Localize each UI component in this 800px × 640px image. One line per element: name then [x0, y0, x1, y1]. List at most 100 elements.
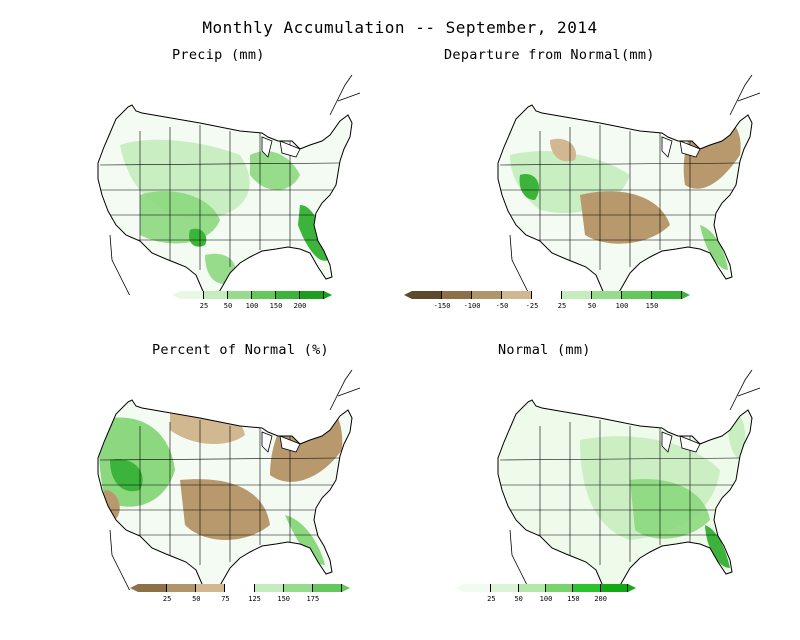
colorbar-swatch — [622, 291, 652, 299]
colorbar-arrow-left — [130, 584, 138, 592]
canada-border — [329, 74, 361, 116]
mexico-coast — [509, 234, 530, 295]
normal-map — [497, 369, 761, 590]
colorbar-swatch — [283, 584, 313, 592]
precip-region — [580, 191, 670, 244]
colorbar-arrow-right — [628, 584, 636, 592]
colorbar-swatch — [532, 291, 562, 299]
colorbar-tick-label: -100 — [463, 302, 481, 310]
colorbar-tick-label: 125 — [248, 595, 261, 603]
percent-colorbar: 25 50 75 125 150 175 — [130, 584, 350, 604]
departure-colorbar: -150 -100 -50 -25 25 50 100 150 — [404, 291, 690, 311]
panel-percent: Percent of Normal (%) 25 50 75 125 150 175 — [0, 340, 400, 640]
colorbar-tick-label: 25 — [162, 595, 172, 603]
colorbar-swatch — [167, 584, 197, 592]
state-boundary — [99, 162, 341, 166]
colorbar-swatch — [276, 291, 300, 299]
precip-region — [298, 205, 328, 261]
colorbar-arrow-left — [456, 584, 464, 592]
colorbar-tick-label: 175 — [306, 595, 320, 603]
precip-region — [519, 174, 540, 200]
state-boundary — [499, 457, 741, 461]
colorbar-swatch — [592, 291, 622, 299]
colorbar-tick-label: 25 — [557, 302, 567, 310]
canada-border — [729, 74, 761, 116]
precip-colorbar: 25 50 100 150 200 — [172, 291, 332, 311]
panel-normal: Normal (mm) 25 50 100 150 200 — [400, 340, 800, 640]
figure-title: Monthly Accumulation -- September, 2014 — [202, 18, 598, 37]
colorbar-tick-label: -25 — [525, 302, 539, 310]
state-boundary — [499, 162, 741, 166]
mexico-coast — [509, 529, 530, 590]
panel-title: Precip (mm) — [172, 47, 265, 63]
colorbar-tick-label: 200 — [293, 302, 307, 310]
normal-colorbar: 25 50 100 150 200 — [456, 584, 636, 604]
colorbar-swatch — [472, 291, 502, 299]
colorbar-swatch — [228, 291, 252, 299]
colorbar-tick-label: 50 — [514, 595, 523, 603]
colorbar-tick-label: 25 — [199, 302, 209, 310]
precip-region — [705, 525, 730, 568]
colorbar-arrow-left — [172, 291, 180, 299]
colorbar-tick-label: 100 — [539, 595, 553, 603]
colorbar-swatch — [204, 291, 228, 299]
colorbar-arrow-right — [682, 291, 690, 299]
colorbar-swatch — [312, 584, 342, 592]
colorbar-swatch — [546, 584, 574, 592]
colorbar-swatch — [252, 291, 276, 299]
percent-map — [97, 369, 361, 590]
colorbar-swatch — [412, 291, 442, 299]
panel-title: Percent of Normal (%) — [152, 342, 329, 358]
great-lakes — [661, 431, 701, 453]
colorbar-swatch — [254, 584, 284, 592]
colorbar-swatch — [138, 584, 168, 592]
colorbar-swatch — [464, 584, 492, 592]
mexico-coast — [109, 234, 130, 295]
precip-region — [250, 151, 300, 190]
panel-title: Normal (mm) — [498, 342, 591, 358]
precip-region — [180, 479, 270, 540]
precip-region — [189, 228, 207, 247]
colorbar-swatch — [502, 291, 532, 299]
us-outline — [97, 104, 353, 295]
colorbar-tick-label: 150 — [269, 302, 283, 310]
colorbar-tick-label: 50 — [587, 302, 597, 310]
colorbar-swatch — [491, 584, 519, 592]
colorbar-swatch — [518, 584, 546, 592]
colorbar-swatch — [300, 291, 324, 299]
colorbar-arrow-right — [324, 291, 332, 299]
colorbar-swatch — [225, 584, 255, 592]
colorbar-tick-label: 100 — [615, 302, 629, 310]
colorbar-swatch — [442, 291, 472, 299]
great-lakes — [661, 136, 701, 158]
us-outline — [97, 399, 353, 590]
precip-region — [700, 225, 728, 270]
colorbar-swatch — [652, 291, 682, 299]
colorbar-swatch — [180, 291, 204, 299]
colorbar-arrow-right — [342, 584, 350, 592]
panel-title: Departure from Normal(mm) — [444, 47, 655, 63]
precip-region — [110, 459, 143, 492]
colorbar-tick-label: 100 — [245, 302, 259, 310]
colorbar-tick-label: 50 — [223, 302, 233, 310]
colorbar-tick-label: 25 — [487, 595, 496, 603]
great-lakes — [261, 136, 301, 158]
colorbar-tick-label: 150 — [277, 595, 291, 603]
colorbar-tick-label: 150 — [567, 595, 580, 603]
panel-departure: Departure from Normal(mm) -150 -100 -50 -25… — [400, 45, 800, 345]
colorbar-tick-label: 50 — [192, 595, 201, 603]
colorbar-tick-label: -50 — [495, 302, 509, 310]
colorbar-arrow-left — [404, 291, 412, 299]
precip-map — [97, 74, 361, 295]
departure-map — [497, 74, 761, 295]
us-outline — [497, 399, 753, 590]
panel-precip: Precip (mm) 25 50 100 150 200 — [0, 45, 400, 345]
mexico-coast — [109, 529, 130, 590]
state-boundary — [99, 457, 341, 461]
colorbar-swatch — [573, 584, 601, 592]
colorbar-tick-label: 150 — [645, 302, 659, 310]
colorbar-tick-label: 200 — [594, 595, 607, 603]
great-lakes — [261, 431, 301, 453]
us-outline — [497, 104, 753, 295]
precip-region — [285, 515, 325, 565]
